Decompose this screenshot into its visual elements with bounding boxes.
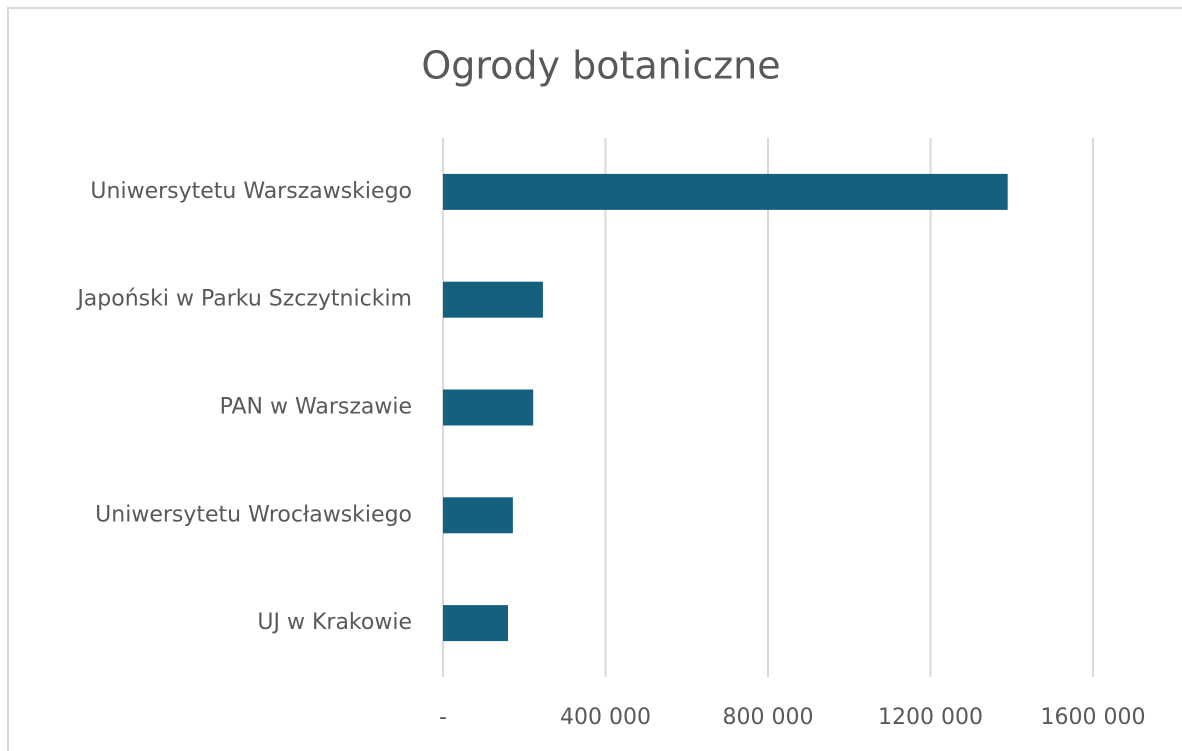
chart-title: Ogrody botaniczne bbox=[421, 44, 780, 88]
y-tick-label: Uniwersytetu Warszawskiego bbox=[90, 179, 412, 204]
bar bbox=[443, 389, 534, 426]
x-tick-label: - bbox=[439, 705, 447, 730]
bar bbox=[443, 173, 1008, 210]
x-tick-label: 1200 000 bbox=[878, 705, 983, 730]
y-tick-label: PAN w Warszawie bbox=[220, 395, 412, 420]
chart-frame bbox=[7, 7, 1182, 751]
x-tick-label: 400 000 bbox=[560, 705, 651, 730]
bar bbox=[443, 281, 543, 318]
x-tick-label: 800 000 bbox=[723, 705, 814, 730]
bar bbox=[443, 497, 513, 534]
x-tick-label: 1600 000 bbox=[1041, 705, 1146, 730]
y-tick-label: Uniwersytetu Wrocławskiego bbox=[95, 502, 412, 527]
y-tick-label: UJ w Krakowie bbox=[257, 610, 412, 635]
y-tick-label: Japoński w Parku Szczytnickim bbox=[75, 287, 412, 312]
bar bbox=[443, 605, 508, 642]
